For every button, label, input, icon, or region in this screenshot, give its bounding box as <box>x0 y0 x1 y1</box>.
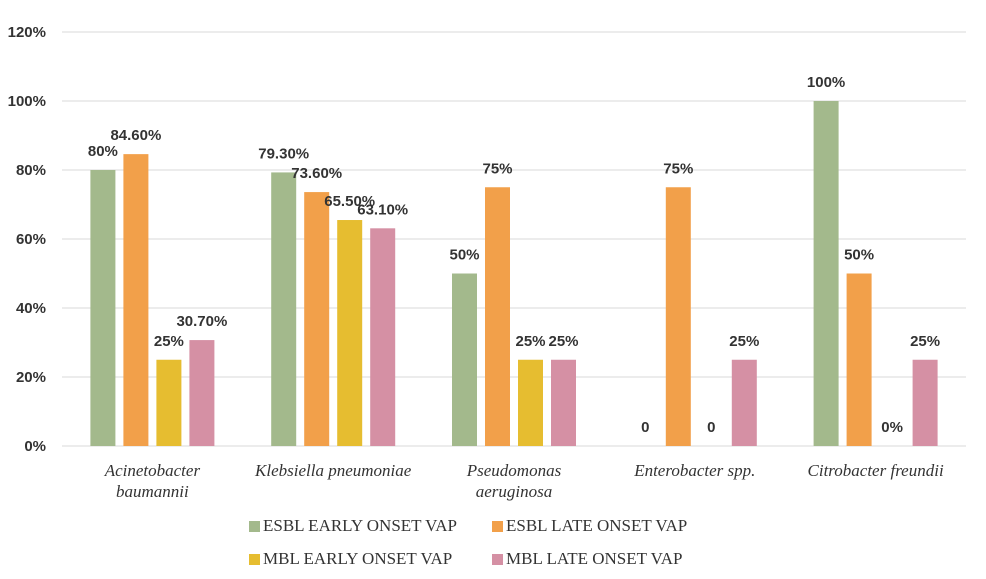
y-tick-label: 20% <box>16 369 46 386</box>
legend-label: MBL EARLY ONSET VAP <box>263 549 452 568</box>
data-label: 73.60% <box>291 165 342 182</box>
legend-swatch <box>249 521 260 532</box>
data-label: 75% <box>482 160 512 177</box>
x-category-label: Klebsiella pneumoniae <box>254 461 412 480</box>
data-label: 30.70% <box>176 313 227 330</box>
y-tick-label: 60% <box>16 231 46 248</box>
bar <box>156 359 182 446</box>
x-category-label: Acinetobacter baumannii <box>104 461 201 501</box>
data-label: 50% <box>844 247 874 264</box>
legend-item: ESBL EARLY ONSET VAP <box>249 516 457 535</box>
y-tick-label: 80% <box>16 162 46 179</box>
bar <box>846 273 872 446</box>
bar <box>665 187 691 446</box>
legend-item: MBL EARLY ONSET VAP <box>249 549 452 568</box>
data-label: 0 <box>641 419 649 436</box>
bar <box>452 273 477 446</box>
legend-swatch <box>492 521 503 532</box>
y-tick-label: 40% <box>16 300 46 317</box>
data-label: 80% <box>88 143 118 160</box>
data-labels: 80%84.60% 25% 30.70% 79.30% 73.60% 65.50%63.1… <box>88 74 940 436</box>
bar <box>337 220 363 446</box>
bar <box>912 359 938 446</box>
legend-label: ESBL EARLY ONSET VAP <box>263 516 457 535</box>
x-category-label: Citrobacter freundii <box>808 461 944 480</box>
legend-item: ESBL LATE ONSET VAP <box>492 516 687 535</box>
bar <box>518 359 543 446</box>
data-label: 63.10% <box>357 201 408 218</box>
bar <box>271 172 297 447</box>
bar <box>90 170 116 446</box>
data-label: 0% <box>881 419 903 436</box>
data-label: 65.50% <box>324 193 375 210</box>
data-label: 25% <box>729 333 759 350</box>
bar <box>123 154 149 446</box>
y-axis-tick-labels: 0% 20% 40% 60% 80% 100% 120% <box>8 24 46 455</box>
bars <box>90 101 938 447</box>
data-label: 25% <box>154 333 184 350</box>
data-label: 79.30% <box>258 145 309 162</box>
data-label: 25% <box>515 333 545 350</box>
bar <box>731 359 757 446</box>
data-label: 50% <box>449 247 479 264</box>
legend-swatch <box>249 554 260 565</box>
bar <box>370 228 396 446</box>
bar <box>813 101 839 446</box>
legend-label: ESBL LATE ONSET VAP <box>506 516 687 535</box>
bar <box>304 192 330 446</box>
data-label: 25% <box>910 333 940 350</box>
x-category-label: Enterobacter spp. <box>633 461 755 480</box>
bar <box>485 187 510 446</box>
bar <box>551 359 576 446</box>
legend-label: MBL LATE ONSET VAP <box>506 549 682 568</box>
y-tick-label: 120% <box>8 24 46 41</box>
y-tick-label: 0% <box>24 438 46 455</box>
x-axis-category-labels: Acinetobacter baumannii Klebsiella pneumon… <box>104 461 944 501</box>
x-category-label: Pseudomonas aeruginosa <box>466 461 562 501</box>
legend-swatch <box>492 554 503 565</box>
bar <box>189 340 215 446</box>
y-tick-label: 100% <box>8 93 46 110</box>
data-label: 100% <box>807 74 845 91</box>
data-label: 0 <box>707 419 715 436</box>
legend: ESBL EARLY ONSET VAP ESBL LATE ONSET VAP M… <box>249 516 687 568</box>
data-label: 75% <box>663 160 693 177</box>
legend-item: MBL LATE ONSET VAP <box>492 549 682 568</box>
data-label: 84.60% <box>110 127 161 144</box>
data-label: 25% <box>548 333 578 350</box>
